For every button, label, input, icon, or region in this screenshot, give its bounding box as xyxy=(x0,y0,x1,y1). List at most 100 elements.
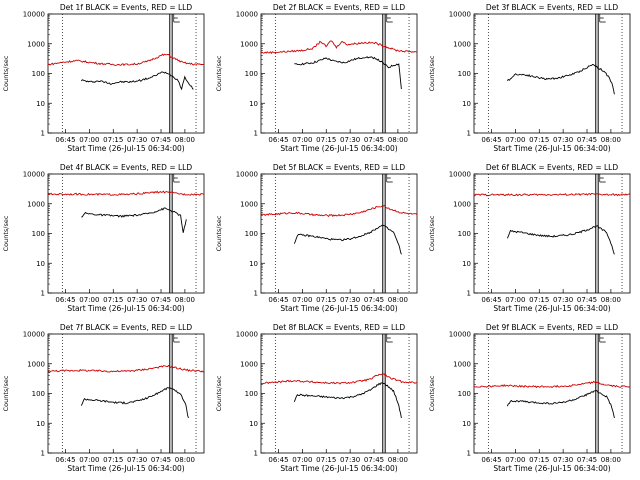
x-tick-label: 07:00 xyxy=(79,136,99,144)
events-series-line xyxy=(80,387,189,419)
x-tick-label: 07:00 xyxy=(505,296,525,304)
x-tick-label: 08:00 xyxy=(601,136,621,144)
x-tick-label: 06:45 xyxy=(481,136,501,144)
plot-frame xyxy=(260,13,418,134)
y-tick-label: 1 xyxy=(467,450,471,458)
x-tick-label: 07:30 xyxy=(127,456,147,464)
y-tick-label: 100 xyxy=(32,70,45,78)
plot-frame xyxy=(47,13,205,134)
x-tick-label: 07:30 xyxy=(553,136,573,144)
y-tick-label: 100 xyxy=(32,390,45,398)
y-axis-label: Counts/sec xyxy=(428,375,436,411)
events-series-line xyxy=(294,56,402,90)
x-tick-label: 07:00 xyxy=(292,456,312,464)
detector-plot-2: Det 2f BLACK = Events, RED = LLD 1 10 100 10… xyxy=(215,3,418,153)
x-tick-label: 07:00 xyxy=(505,456,525,464)
plot-frame xyxy=(260,173,418,294)
detector-plot-5: Det 5f BLACK = Events, RED = LLD 1 10 100 10… xyxy=(215,163,418,313)
detector-plot-7: Det 7f BLACK = Events, RED = LLD 1 10 100 10… xyxy=(2,323,205,473)
y-tick-label: 100 xyxy=(458,390,471,398)
events-series-line xyxy=(80,71,194,91)
interval-bracket-marker xyxy=(173,334,180,343)
x-tick-label: 07:15 xyxy=(529,456,549,464)
interval-bracket-marker xyxy=(386,174,393,183)
y-axis-label: Counts/sec xyxy=(215,375,223,411)
x-tick-label: 07:15 xyxy=(316,456,336,464)
x-tick-label: 06:45 xyxy=(481,296,501,304)
y-tick-label: 1000 xyxy=(27,40,45,48)
x-tick-label: 07:15 xyxy=(103,136,123,144)
x-tick-label: 07:15 xyxy=(103,296,123,304)
plot-title: Det 5f BLACK = Events, RED = LLD xyxy=(273,163,406,172)
detector-plot-1: Det 1f BLACK = Events, RED = LLD 1 10 100 10… xyxy=(2,3,205,153)
y-tick-label: 1 xyxy=(254,290,258,298)
events-series-line xyxy=(506,389,615,419)
plot-title: Det 2f BLACK = Events, RED = LLD xyxy=(273,3,406,12)
detector-plot-9: Det 9f BLACK = Events, RED = LLD 1 10 100 10… xyxy=(428,323,631,473)
y-tick-label: 1 xyxy=(467,130,471,138)
y-tick-label: 10 xyxy=(462,420,471,428)
y-tick-label: 1000 xyxy=(453,40,471,48)
y-tick-label: 1000 xyxy=(27,200,45,208)
lld-series-line xyxy=(473,380,631,389)
y-tick-label: 1000 xyxy=(240,360,258,368)
y-tick-label: 10000 xyxy=(236,331,258,339)
interval-bracket-marker xyxy=(599,174,606,183)
x-tick-label: 07:15 xyxy=(529,136,549,144)
plot-title: Det 9f BLACK = Events, RED = LLD xyxy=(486,323,619,332)
y-tick-label: 10 xyxy=(249,260,258,268)
y-tick-label: 1000 xyxy=(453,360,471,368)
y-tick-label: 1000 xyxy=(453,200,471,208)
y-tick-label: 10000 xyxy=(23,331,45,339)
x-axis-label: Start Time (26-Jul-15 06:34:00) xyxy=(280,144,397,153)
y-tick-label: 10 xyxy=(36,100,45,108)
x-tick-label: 07:30 xyxy=(340,136,360,144)
x-axis-label: Start Time (26-Jul-15 06:34:00) xyxy=(280,304,397,313)
x-axis-label: Start Time (26-Jul-15 06:34:00) xyxy=(67,304,184,313)
x-tick-label: 07:45 xyxy=(577,296,597,304)
x-tick-label: 07:15 xyxy=(529,296,549,304)
lld-series-line xyxy=(473,192,631,197)
lld-series-line xyxy=(260,204,418,218)
x-tick-label: 07:45 xyxy=(577,136,597,144)
x-tick-label: 08:00 xyxy=(175,136,195,144)
plot-frame xyxy=(47,333,205,454)
x-tick-label: 08:00 xyxy=(601,456,621,464)
lld-series-line xyxy=(47,364,205,373)
y-tick-label: 10 xyxy=(36,420,45,428)
x-axis-label: Start Time (26-Jul-15 06:34:00) xyxy=(67,144,184,153)
x-tick-label: 07:45 xyxy=(151,456,171,464)
plot-frame xyxy=(260,333,418,454)
x-tick-label: 07:45 xyxy=(364,296,384,304)
x-tick-label: 06:45 xyxy=(55,456,75,464)
y-tick-label: 1 xyxy=(41,130,45,138)
y-tick-label: 10 xyxy=(249,420,258,428)
y-axis-label: Counts/sec xyxy=(2,375,10,411)
interval-bracket-marker xyxy=(173,14,180,23)
y-axis-label: Counts/sec xyxy=(428,215,436,251)
x-tick-label: 08:00 xyxy=(175,456,195,464)
y-tick-label: 10000 xyxy=(236,171,258,179)
interval-bracket-marker xyxy=(386,334,393,343)
y-axis-label: Counts/sec xyxy=(215,55,223,91)
plot-frame xyxy=(473,333,631,454)
y-tick-label: 10 xyxy=(249,100,258,108)
x-tick-label: 08:00 xyxy=(388,456,408,464)
lld-series-line xyxy=(260,373,418,385)
y-tick-label: 1 xyxy=(254,130,258,138)
y-tick-label: 1000 xyxy=(27,360,45,368)
lld-series-line xyxy=(47,190,205,196)
y-tick-label: 10 xyxy=(462,100,471,108)
detector-plot-6: Det 6f BLACK = Events, RED = LLD 1 10 100 10… xyxy=(428,163,631,313)
interval-bracket-marker xyxy=(599,334,606,343)
x-tick-label: 07:45 xyxy=(364,136,384,144)
x-tick-label: 07:30 xyxy=(340,296,360,304)
plot-title: Det 6f BLACK = Events, RED = LLD xyxy=(486,163,619,172)
plot-frame xyxy=(47,173,205,294)
x-tick-label: 06:45 xyxy=(268,136,288,144)
y-tick-label: 1 xyxy=(41,450,45,458)
y-axis-label: Counts/sec xyxy=(2,55,10,91)
x-tick-label: 08:00 xyxy=(601,296,621,304)
events-series-line xyxy=(293,382,402,419)
x-axis-label: Start Time (26-Jul-15 06:34:00) xyxy=(493,144,610,153)
